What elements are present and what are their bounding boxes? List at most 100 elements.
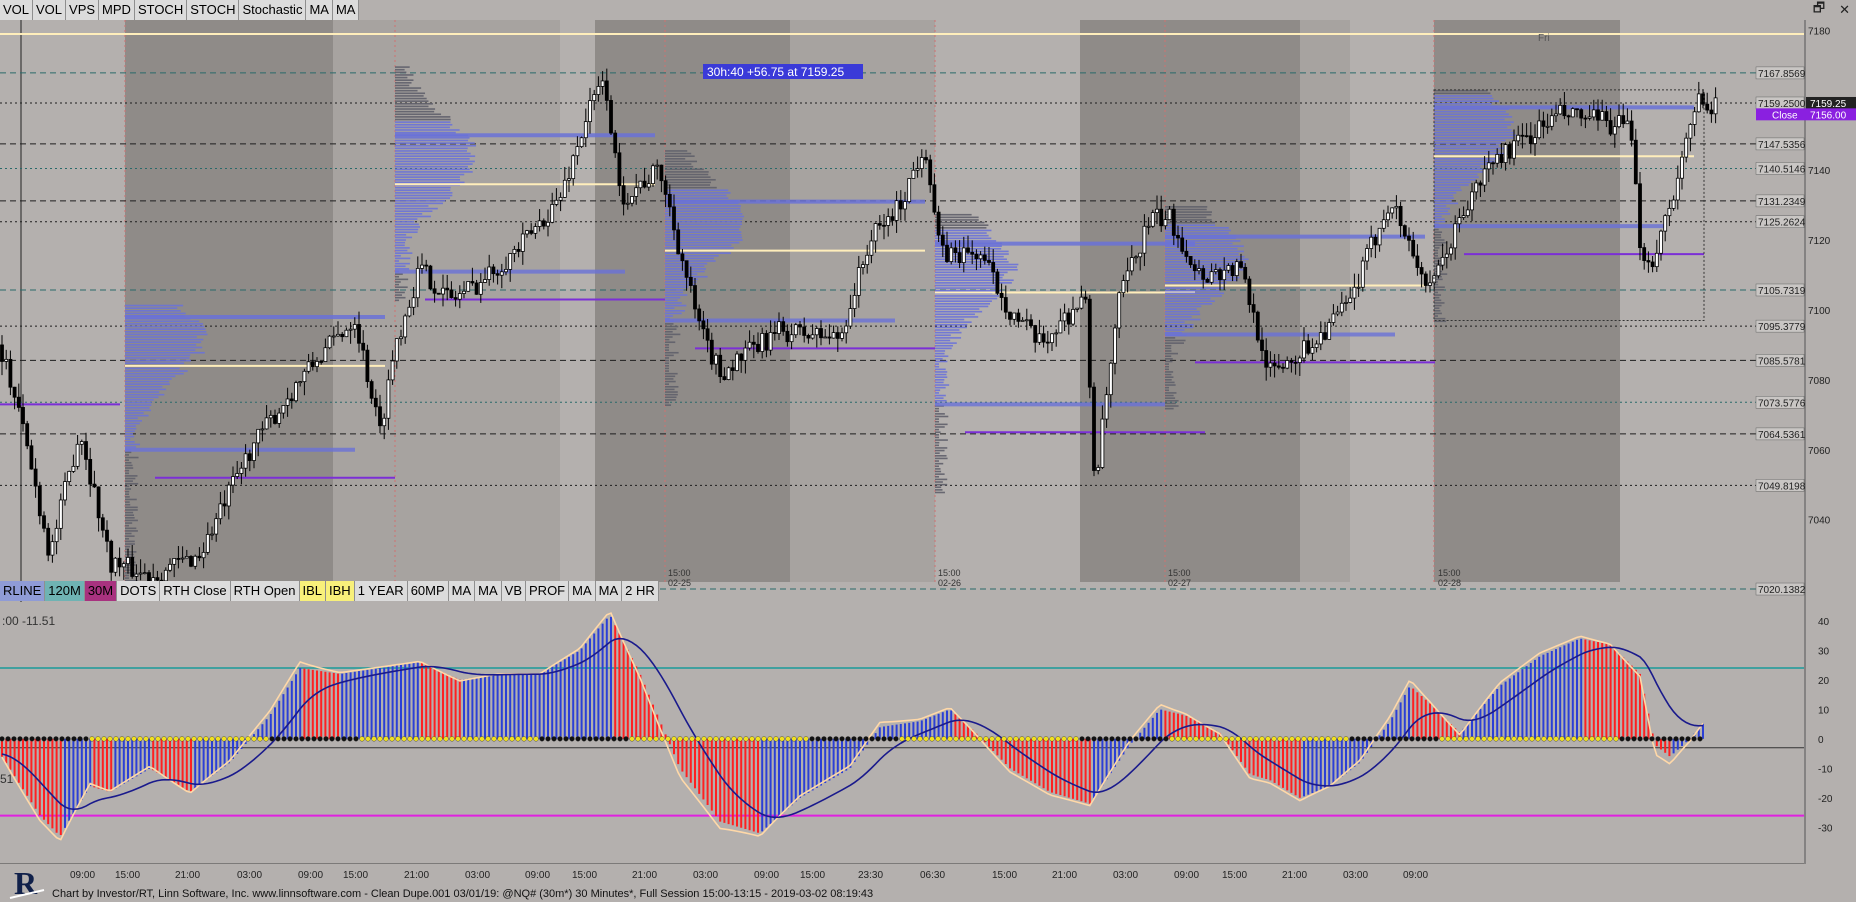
toolbar-button-stoch[interactable]: STOCH: [134, 0, 188, 20]
toolbar-button-ma[interactable]: MA: [569, 581, 596, 601]
candle-body: [1184, 250, 1189, 257]
toolbar-button-prof[interactable]: PROF: [526, 581, 570, 601]
toolbar-button-rth-open[interactable]: RTH Open: [230, 581, 300, 601]
candle-body: [1012, 312, 1017, 320]
toolbar-button-60mp[interactable]: 60MP: [407, 581, 449, 601]
profile-bar: [125, 391, 160, 393]
toolbar-button-ibh[interactable]: IBH: [326, 581, 355, 601]
profile-bar: [1165, 279, 1238, 282]
profile-bar: [395, 291, 405, 294]
toolbar-button-ma[interactable]: MA: [595, 581, 623, 601]
profile-bar: [395, 79, 414, 81]
profile-bar: [1165, 342, 1184, 344]
profile-bar: [125, 336, 197, 338]
candle-body: [1104, 394, 1109, 420]
candle-body: [991, 262, 996, 273]
profile-bar: [935, 321, 972, 323]
squeeze-dot: [533, 736, 539, 742]
squeeze-dot: [1367, 736, 1373, 742]
profile-bar: [395, 84, 410, 87]
candle-body: [281, 405, 286, 414]
profile-bar: [665, 160, 698, 163]
toolbar-button-stoch[interactable]: STOCH: [187, 0, 240, 20]
profile-bar: [125, 482, 139, 485]
toolbar-button-rth-close[interactable]: RTH Close: [160, 581, 231, 601]
candle-body: [735, 353, 739, 371]
toolbar-button-ma[interactable]: MA: [306, 0, 333, 20]
candle-body: [1617, 115, 1621, 128]
candle-body: [1205, 278, 1210, 283]
toolbar-button-rline[interactable]: RLINE: [0, 581, 46, 601]
profile-bar: [125, 469, 130, 472]
candle-body: [226, 484, 231, 507]
profile-bar: [665, 399, 676, 401]
profile-bar: [1165, 258, 1249, 261]
candle-body: [306, 361, 311, 372]
candle-body: [592, 94, 597, 102]
profile-bar: [665, 236, 743, 239]
toolbar-button-vol[interactable]: VOL: [0, 0, 34, 20]
toolbar-button-stochastic[interactable]: Stochastic: [239, 0, 307, 20]
profile-bar: [125, 519, 138, 522]
macd-line: [1, 612, 1704, 841]
toolbar-button-30m[interactable]: 30M: [84, 581, 118, 601]
profile-bar: [935, 334, 951, 337]
candle-body: [1003, 297, 1008, 313]
profile-bar: [395, 173, 465, 176]
profile-bar: [935, 449, 945, 452]
restore-icon[interactable]: 🗗: [1812, 0, 1826, 15]
candle-body: [1579, 109, 1584, 119]
profile-bar: [395, 108, 436, 110]
toolbar-button-vb[interactable]: VB: [501, 581, 527, 601]
squeeze-dot: [1355, 736, 1361, 742]
candle-body: [987, 260, 991, 263]
toolbar-button-mpd[interactable]: MPD: [99, 0, 135, 20]
candle-body: [1457, 217, 1462, 225]
close-icon[interactable]: ✕: [1839, 2, 1850, 17]
toolbar-button-1-year[interactable]: 1 YEAR: [354, 581, 408, 601]
profile-bar: [395, 95, 424, 97]
candle-body: [1096, 467, 1101, 471]
candle-body: [760, 333, 765, 352]
profile-bar: [1165, 253, 1239, 255]
profile-bar: [1434, 168, 1486, 171]
toolbar-button-dots[interactable]: DOTS: [117, 581, 161, 601]
toolbar-button-2-hr[interactable]: 2 HR: [622, 581, 659, 601]
macd-tick-label: -20: [1818, 794, 1833, 805]
candle-body: [399, 336, 403, 340]
toolbar-button-ibl[interactable]: IBL: [299, 581, 327, 601]
squeeze-dot: [455, 736, 461, 742]
candle-body: [835, 332, 840, 339]
candle-body: [1121, 280, 1126, 294]
toolbar-button-ma[interactable]: MA: [332, 0, 360, 20]
profile-bar: [1165, 365, 1169, 368]
macd-tick-label: 0: [1818, 735, 1824, 746]
macd-histogram: [1, 616, 1704, 835]
profile-bar: [395, 268, 410, 270]
toolbar-button-vps[interactable]: VPS: [66, 0, 100, 20]
candle-body: [827, 336, 832, 339]
squeeze-dot: [587, 736, 593, 742]
candle-body: [235, 473, 240, 477]
profile-bar: [665, 302, 682, 304]
squeeze-dot: [929, 736, 935, 742]
squeeze-dot: [659, 736, 665, 742]
squeeze-dot: [623, 736, 629, 742]
toolbar-button-ma[interactable]: MA: [448, 581, 476, 601]
squeeze-dot: [1361, 736, 1367, 742]
toolbar-button-120m[interactable]: 120M: [45, 581, 85, 601]
profile-bar: [665, 310, 685, 312]
toolbar-button-vol[interactable]: VOL: [33, 0, 67, 20]
profile-bar: [935, 407, 939, 410]
profile-bar: [1434, 152, 1506, 155]
macd-tick-label: -30: [1818, 823, 1833, 834]
profile-bar: [1165, 384, 1176, 386]
toolbar-button-ma[interactable]: MA: [475, 581, 502, 601]
candle-body: [541, 220, 546, 227]
price-tick-label: 7100: [1808, 306, 1831, 317]
candle-body: [1423, 273, 1428, 286]
profile-bar: [1165, 208, 1207, 211]
profile-bar: [395, 87, 422, 89]
profile-bar: [1165, 289, 1220, 292]
profile-bar: [665, 260, 716, 262]
